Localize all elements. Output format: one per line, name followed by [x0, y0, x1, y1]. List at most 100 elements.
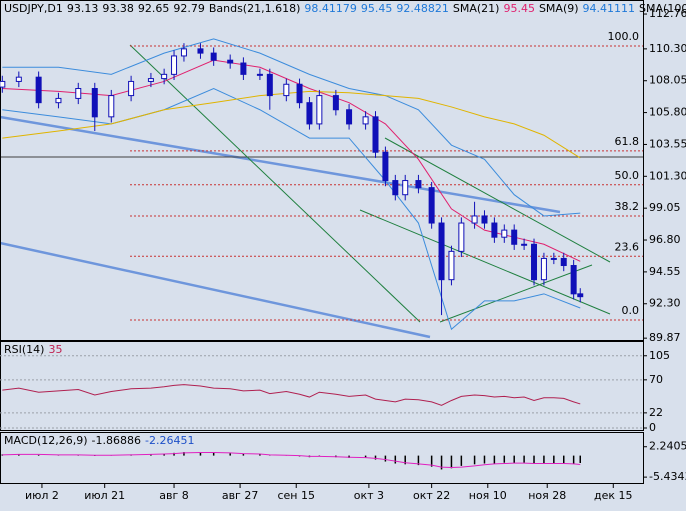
candle-body — [570, 265, 577, 295]
panel-header: MACD(12,26,9) -1.86886 -2.26451 — [4, 434, 194, 447]
panel-frames — [0, 0, 644, 484]
candle-body — [128, 80, 135, 97]
y-tick-label: 105.80 — [649, 106, 686, 119]
header-item: 95.45 — [361, 2, 393, 15]
x-tick-label: авг 8 — [159, 489, 189, 502]
header-item: SMA(9) — [539, 2, 579, 15]
candle-body — [402, 180, 409, 196]
price-panel — [0, 0, 644, 341]
candle-body — [306, 102, 313, 125]
y-tick-label: 94.55 — [649, 265, 681, 278]
header-item: 93.13 — [67, 2, 99, 15]
y-tick-label: 108.05 — [649, 74, 686, 87]
rsi-line — [2, 384, 581, 406]
candle-body — [75, 88, 82, 99]
header-item: 92.65 — [138, 2, 170, 15]
header-item: 92.79 — [173, 2, 205, 15]
candle-body — [471, 215, 478, 224]
candle-body — [550, 257, 557, 260]
candle-body — [227, 59, 234, 64]
x-tick-label: авг 27 — [222, 489, 259, 502]
macd-panel — [0, 432, 644, 484]
header-item: SMA(100) — [639, 2, 686, 15]
header-item: RSI(14) — [4, 343, 44, 356]
candle-body — [511, 229, 518, 245]
trend-line — [0, 241, 431, 339]
candle-body — [438, 222, 445, 281]
fib-label: 0.0 — [622, 304, 640, 317]
candle-body — [171, 55, 178, 75]
header-item: 93.38 — [102, 2, 134, 15]
candle-body — [415, 180, 422, 189]
x-tick-label: окт 3 — [354, 489, 384, 502]
y-tick-label: 110.30 — [649, 42, 686, 55]
header-item: -1.86886 — [92, 434, 141, 447]
y-tick-label: 112.76 — [649, 7, 686, 20]
header-item: 95.45 — [503, 2, 535, 15]
candle-body — [147, 78, 154, 82]
candle-body — [35, 76, 42, 104]
candle-body — [283, 83, 290, 97]
candle-body — [428, 187, 435, 224]
header-item: -2.26451 — [145, 434, 194, 447]
fib-label: 100.0 — [608, 30, 640, 43]
signal-line — [2, 451, 581, 468]
indicator-line — [2, 90, 581, 159]
panel-header: USDJPY,D1 93.13 93.38 92.65 92.79 Bands(21,1.… — [4, 2, 686, 15]
candle-body — [15, 76, 22, 82]
header-item: MACD(12,26,9) — [4, 434, 88, 447]
y-tick-label: 92.30 — [649, 297, 681, 310]
fib-label: 23.6 — [615, 240, 640, 253]
x-tick-label: дек 15 — [594, 489, 633, 502]
y-tick-label: 70 — [649, 373, 663, 386]
candle-body — [382, 151, 389, 182]
candle-body — [560, 257, 567, 267]
header-item: Bands(21,1.618) — [209, 2, 301, 15]
candle-body — [296, 83, 303, 104]
fib-label: 61.8 — [615, 135, 640, 148]
header-item: 98.41179 — [304, 2, 357, 15]
candle-body — [540, 257, 547, 281]
candle-body — [332, 95, 339, 111]
x-tick-label: июл 2 — [25, 489, 59, 502]
candle-body — [91, 88, 98, 118]
header-item: 94.41111 — [583, 2, 636, 15]
y-tick-label: -5.43434 — [649, 470, 686, 483]
panel-header: RSI(14) 35 — [4, 343, 62, 356]
candle-body — [210, 52, 217, 61]
header-item: SMA(21) — [453, 2, 500, 15]
candle-body — [0, 80, 6, 88]
candle-body — [161, 73, 168, 80]
candle-body — [240, 62, 247, 75]
candle-body — [577, 293, 584, 298]
fib-label: 50.0 — [615, 169, 640, 182]
candle-body — [531, 243, 538, 281]
candle-body — [346, 109, 353, 125]
rsi-panel — [0, 341, 644, 431]
candle-body — [392, 180, 399, 196]
x-tick-label: ноя 28 — [528, 489, 566, 502]
y-tick-label: 22 — [649, 406, 663, 419]
candle-body — [362, 116, 369, 125]
candle-body — [448, 250, 455, 281]
candle-body — [521, 243, 528, 246]
y-tick-label: 96.80 — [649, 233, 681, 246]
trend-line — [0, 115, 561, 214]
candle-body — [372, 116, 379, 153]
header-item: 35 — [48, 343, 62, 356]
trend-line — [129, 44, 421, 323]
x-tick-label: сен 15 — [277, 489, 315, 502]
y-tick-label: 101.30 — [649, 169, 686, 182]
candle-body — [180, 48, 187, 57]
candle-body — [491, 222, 498, 238]
candle-body — [458, 222, 465, 252]
header-item: 92.48821 — [396, 2, 449, 15]
indicator-line — [2, 38, 581, 217]
candle-body — [316, 95, 323, 125]
candle-body — [197, 48, 204, 54]
x-tick-label: окт 22 — [413, 489, 450, 502]
y-tick-label: 103.55 — [649, 137, 686, 150]
y-tick-label: 89.87 — [649, 331, 681, 344]
